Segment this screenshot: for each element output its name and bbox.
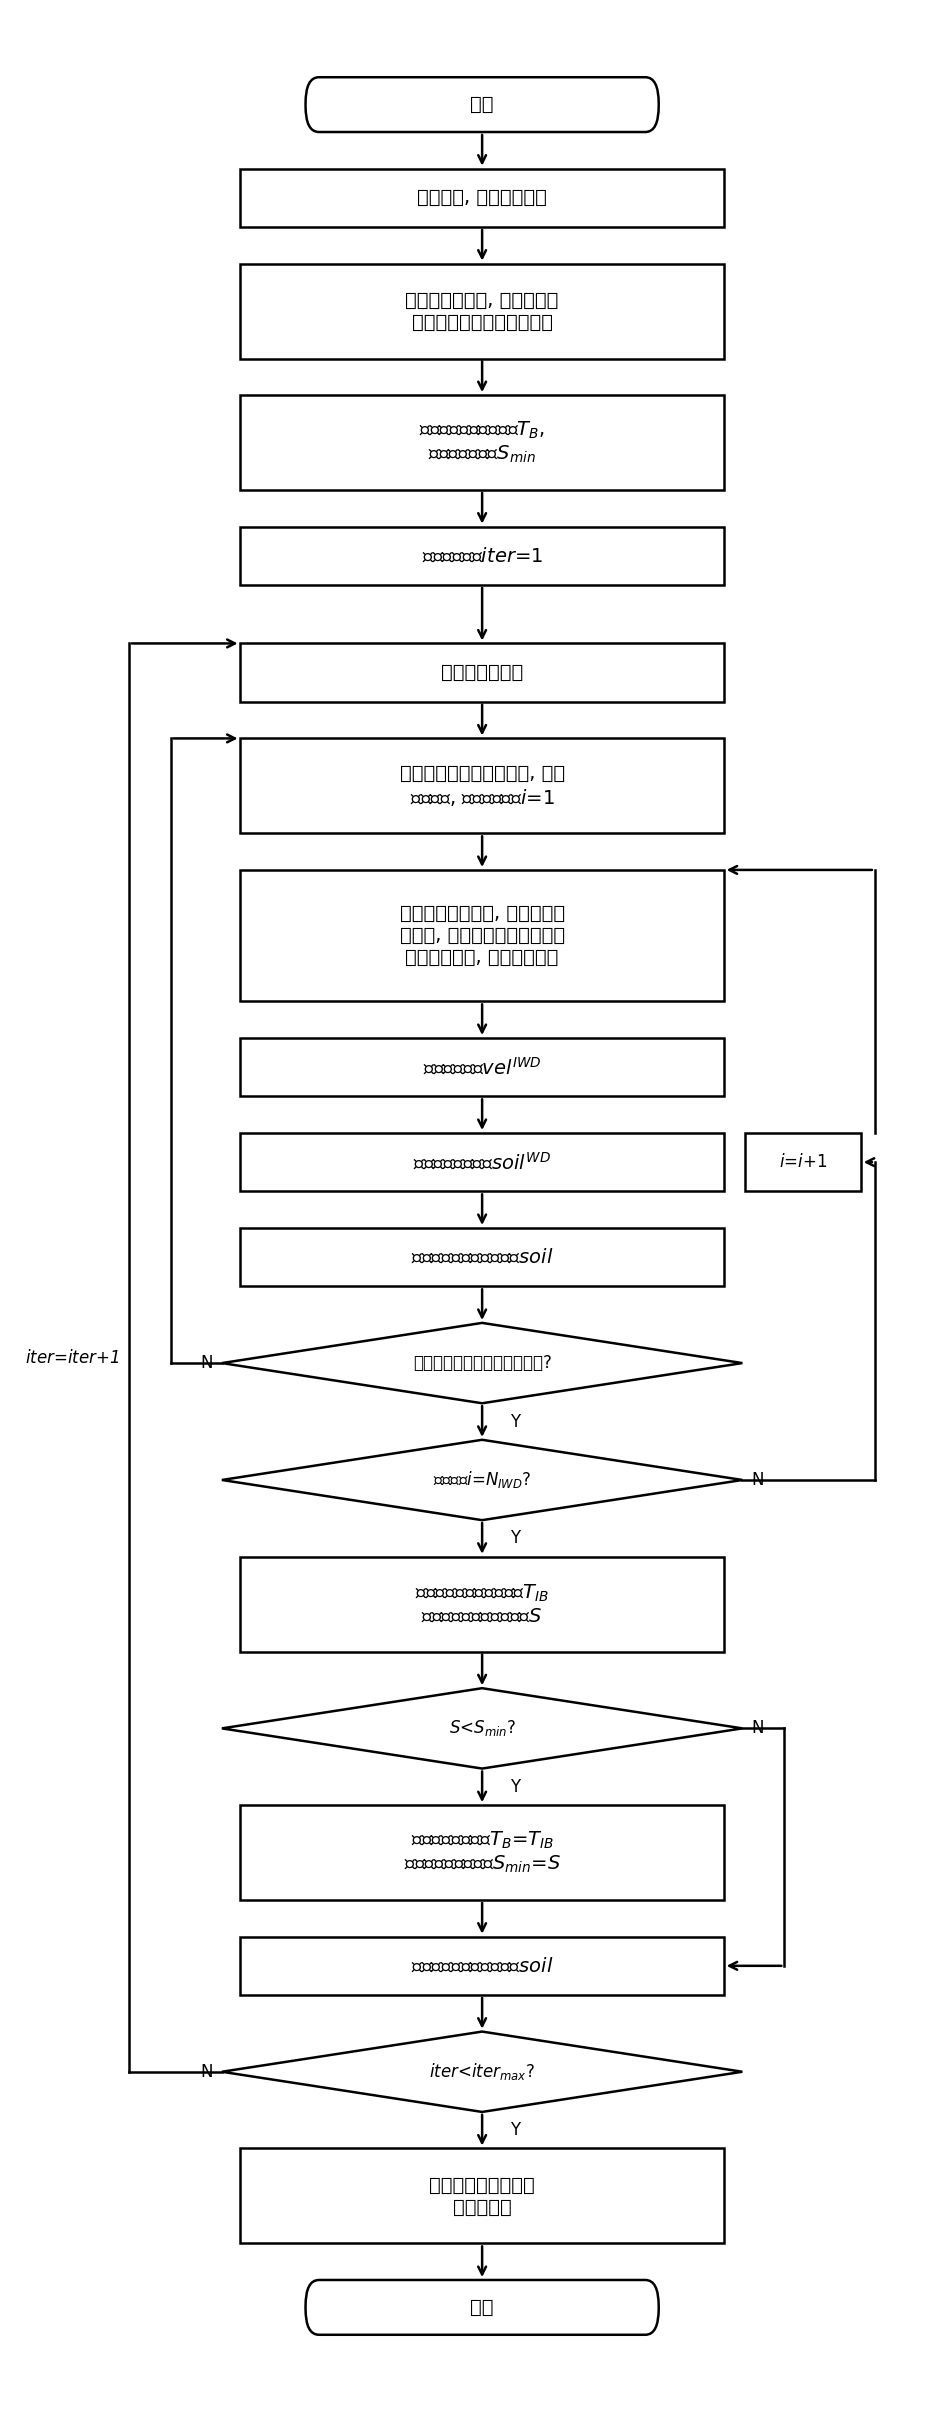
Polygon shape <box>222 2031 743 2113</box>
Text: Y: Y <box>510 1529 520 1549</box>
Bar <box>241 169 724 227</box>
Text: 水滴索引$i$=$N_{IWD}$?: 水滴索引$i$=$N_{IWD}$? <box>433 1469 532 1491</box>
Bar <box>241 1937 724 1995</box>
Text: 获得全局最优路径及
目标函数值: 获得全局最优路径及 目标函数值 <box>429 2176 535 2217</box>
Text: 水滴走完区域内符合要求结点?: 水滴走完区域内符合要求结点? <box>413 1353 552 1372</box>
Text: 计算当前迭代的最优路径$T_{IB}$
并计算对应的目标函数值$S$: 计算当前迭代的最优路径$T_{IB}$ 并计算对应的目标函数值$S$ <box>415 1582 550 1626</box>
Text: 动态参数初始化: 动态参数初始化 <box>441 663 523 683</box>
Text: 随机产生全局最优路径$T_B$,
计算目标函数值$S_{min}$: 随机产生全局最优路径$T_B$, 计算目标函数值$S_{min}$ <box>419 420 545 466</box>
Text: 读入数据, 建立数学模型: 读入数据, 建立数学模型 <box>417 188 547 207</box>
Bar <box>241 2149 724 2243</box>
Text: Y: Y <box>510 1778 520 1797</box>
Bar <box>241 1037 724 1097</box>
Polygon shape <box>222 1440 743 1520</box>
Text: 开始: 开始 <box>471 94 494 113</box>
Polygon shape <box>222 1688 743 1768</box>
Bar <box>241 1134 724 1192</box>
Text: 更新水滴速度$vel^{IWD}$: 更新水滴速度$vel^{IWD}$ <box>423 1056 541 1078</box>
Text: $iter$=$iter$+1: $iter$=$iter$+1 <box>26 1348 120 1368</box>
Text: N: N <box>751 1720 765 1737</box>
Text: $S$<$S_{min}$?: $S$<$S_{min}$? <box>449 1717 515 1739</box>
Bar <box>241 1804 724 1901</box>
Bar <box>745 1134 861 1192</box>
Text: 设置所有水滴起始出发点, 更新
访问列表, 初始水滴索引$i$=1: 设置所有水滴起始出发点, 更新 访问列表, 初始水滴索引$i$=1 <box>399 765 565 808</box>
Text: 初始化静态参数, 采用随机化
策略设置各结点间的泥沙量: 初始化静态参数, 采用随机化 策略设置各结点间的泥沙量 <box>405 289 559 330</box>
Text: 采用最优子群策略, 计算子群概
率函数, 根据轮盘赌选择下一个
待访问的结点, 跟新访问列表: 采用最优子群策略, 计算子群概 率函数, 根据轮盘赌选择下一个 待访问的结点, … <box>399 904 565 967</box>
Text: $i$=$i$+1: $i$=$i$+1 <box>779 1153 826 1172</box>
Text: 结束: 结束 <box>471 2299 494 2318</box>
Text: 更新全局最优路径$T_B$=$T_{IB}$
更新全局最小函数值$S_{min}$=$S$: 更新全局最优路径$T_B$=$T_{IB}$ 更新全局最小函数值$S_{min}… <box>403 1831 561 1877</box>
Bar <box>241 263 724 359</box>
Bar <box>241 526 724 586</box>
Text: 初始迭代次数$iter$=1: 初始迭代次数$iter$=1 <box>421 545 543 564</box>
Bar <box>241 396 724 490</box>
Bar <box>241 1228 724 1286</box>
Text: 全局更新结点间的泥沙量$soil$: 全局更新结点间的泥沙量$soil$ <box>411 1956 553 1975</box>
Text: Y: Y <box>510 1413 520 1430</box>
Text: N: N <box>751 1471 765 1488</box>
Text: 更新水滴的含沙量$soil^{WD}$: 更新水滴的含沙量$soil^{WD}$ <box>413 1151 552 1172</box>
Bar <box>241 1556 724 1652</box>
FancyBboxPatch shape <box>305 77 659 133</box>
Text: N: N <box>200 2062 213 2082</box>
Bar <box>241 871 724 1001</box>
Text: 局部更新结点间的泥沙量$soil$: 局部更新结点间的泥沙量$soil$ <box>411 1247 553 1266</box>
Bar <box>241 738 724 835</box>
Text: $iter$<$iter_{max}$?: $iter$<$iter_{max}$? <box>429 2062 535 2082</box>
Text: Y: Y <box>510 2120 520 2139</box>
Bar <box>241 644 724 702</box>
Polygon shape <box>222 1322 743 1404</box>
Text: N: N <box>200 1353 213 1372</box>
FancyBboxPatch shape <box>305 2279 659 2335</box>
